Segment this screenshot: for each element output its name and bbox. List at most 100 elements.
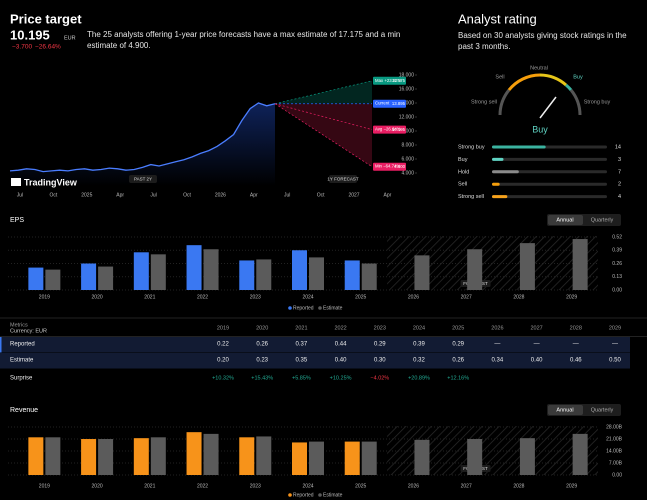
cell: 0.35 bbox=[296, 358, 308, 364]
target-name: Min −64.74% bbox=[375, 164, 400, 169]
cell: 0.26 bbox=[452, 358, 464, 364]
cell: 0.39 bbox=[413, 342, 425, 348]
title: Analyst rating bbox=[458, 11, 537, 26]
rating-count: 7 bbox=[618, 169, 621, 175]
title: Price target bbox=[10, 11, 82, 26]
bar bbox=[572, 433, 588, 475]
legend-label: Estimate bbox=[323, 492, 343, 498]
cell: 0.32 bbox=[413, 358, 425, 364]
y-tick-label: 18.000 bbox=[399, 72, 415, 78]
x-tick-label: 2029 bbox=[566, 483, 577, 489]
x-tick-label: 2025 bbox=[355, 483, 366, 489]
period-label: 1Y FORECAST bbox=[327, 177, 358, 182]
bar bbox=[81, 263, 97, 290]
table-year: 2026 bbox=[491, 325, 503, 331]
gauge-arc bbox=[507, 73, 541, 91]
rating-count: 3 bbox=[618, 157, 621, 163]
bar bbox=[467, 439, 483, 475]
row-band bbox=[0, 353, 630, 369]
bar bbox=[203, 433, 219, 475]
table-year: 2029 bbox=[609, 325, 621, 331]
toggle-option[interactable]: Quarterly bbox=[591, 217, 614, 223]
row-label: Surprise bbox=[10, 376, 33, 382]
x-tick-label: 2019 bbox=[39, 483, 50, 489]
toggle-option[interactable]: Quarterly bbox=[591, 407, 614, 413]
x-tick-label: 2021 bbox=[144, 294, 155, 300]
bar bbox=[45, 437, 61, 475]
rating-track bbox=[492, 170, 607, 174]
cell: — bbox=[612, 342, 618, 348]
row-label: Reported bbox=[10, 342, 35, 348]
bar bbox=[309, 257, 324, 290]
bar bbox=[133, 252, 149, 290]
cell: 0.23 bbox=[256, 358, 268, 364]
bar bbox=[150, 254, 166, 290]
rating-track bbox=[492, 195, 607, 199]
rating-label: Hold bbox=[458, 169, 469, 175]
legend-swatch bbox=[318, 493, 322, 497]
cell: +20.89% bbox=[408, 375, 430, 381]
x-tick-label: 2024 bbox=[302, 483, 313, 489]
y-tick-label: 0.26 bbox=[612, 261, 622, 267]
y-tick-label: 0.13 bbox=[612, 274, 622, 280]
target-name: Max bbox=[375, 78, 384, 83]
bar bbox=[519, 438, 535, 475]
target-line bbox=[274, 80, 373, 105]
table-year: 2019 bbox=[217, 325, 229, 331]
bar bbox=[186, 245, 202, 290]
bar bbox=[361, 263, 377, 290]
x-tick-label: Jul bbox=[150, 192, 156, 198]
bar bbox=[292, 442, 307, 475]
toggle-option[interactable]: Annual bbox=[556, 407, 573, 413]
y-tick-label: 21.00B bbox=[606, 436, 623, 442]
cell: — bbox=[494, 342, 500, 348]
logo-mark bbox=[11, 178, 21, 186]
y-tick-label: 14.000 bbox=[399, 100, 415, 106]
y-tick-label: 0.52 bbox=[612, 234, 622, 240]
x-tick-label: 2023 bbox=[250, 483, 261, 489]
toggle-active bbox=[548, 405, 583, 415]
bar bbox=[414, 255, 430, 290]
toggle-active bbox=[548, 215, 583, 225]
cell: −4.02% bbox=[370, 375, 389, 381]
cell: 0.37 bbox=[296, 342, 308, 348]
rating-bar bbox=[492, 157, 504, 161]
cell: +10.32% bbox=[212, 375, 234, 381]
description: The 25 analysts offering 1-year price fo… bbox=[87, 30, 401, 50]
cell: — bbox=[534, 342, 540, 348]
legend-swatch bbox=[318, 306, 322, 310]
gauge-label: Buy bbox=[573, 74, 583, 80]
y-tick-label: 7.00B bbox=[609, 460, 623, 466]
section-title: Revenue bbox=[10, 407, 38, 414]
bar bbox=[28, 437, 44, 475]
bar bbox=[519, 243, 535, 290]
cell: 0.26 bbox=[256, 342, 268, 348]
x-tick-label: 2026 bbox=[408, 483, 419, 489]
y-tick-label: 6.000 bbox=[401, 156, 414, 162]
logo: TradingView bbox=[24, 177, 78, 187]
bar bbox=[256, 436, 272, 475]
x-tick-label: 2027 bbox=[348, 192, 359, 198]
target-name: Avg bbox=[375, 127, 383, 132]
target-tag bbox=[373, 162, 406, 171]
change: −3.700 bbox=[12, 44, 32, 51]
cell: 0.46 bbox=[570, 358, 582, 364]
target-label: 17.175 bbox=[392, 78, 406, 83]
cell: +15.43% bbox=[251, 375, 273, 381]
x-tick-label: 2020 bbox=[92, 294, 103, 300]
section-title: EPS bbox=[10, 217, 24, 224]
target-label: 13.895 bbox=[392, 101, 406, 106]
toggle-option[interactable]: Annual bbox=[556, 217, 573, 223]
y-tick-label: 10.000 bbox=[399, 128, 415, 134]
cell: 0.44 bbox=[335, 342, 347, 348]
target-label: 10.195 bbox=[392, 127, 406, 132]
cell: +5.85% bbox=[292, 375, 311, 381]
bar bbox=[309, 441, 324, 475]
x-tick-label: 2021 bbox=[144, 483, 155, 489]
row-band bbox=[0, 337, 630, 353]
table-year: 2027 bbox=[530, 325, 542, 331]
rating-track bbox=[492, 157, 607, 161]
gauge-label: Strong buy bbox=[584, 99, 611, 105]
gauge-arc bbox=[569, 89, 582, 116]
